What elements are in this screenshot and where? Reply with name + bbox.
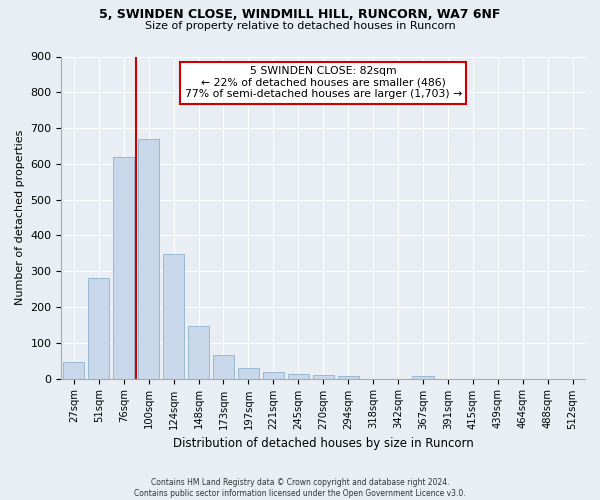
Bar xyxy=(163,254,184,378)
Bar xyxy=(287,374,309,378)
Bar xyxy=(338,376,359,378)
X-axis label: Distribution of detached houses by size in Runcorn: Distribution of detached houses by size … xyxy=(173,437,473,450)
Text: 5 SWINDEN CLOSE: 82sqm
← 22% of detached houses are smaller (486)
77% of semi-de: 5 SWINDEN CLOSE: 82sqm ← 22% of detached… xyxy=(185,66,462,100)
Bar xyxy=(63,362,85,378)
Bar xyxy=(213,356,234,378)
Y-axis label: Number of detached properties: Number of detached properties xyxy=(15,130,25,305)
Text: Size of property relative to detached houses in Runcorn: Size of property relative to detached ho… xyxy=(145,21,455,31)
Bar xyxy=(138,139,159,378)
Text: 5, SWINDEN CLOSE, WINDMILL HILL, RUNCORN, WA7 6NF: 5, SWINDEN CLOSE, WINDMILL HILL, RUNCORN… xyxy=(100,8,500,20)
Bar xyxy=(238,368,259,378)
Bar xyxy=(263,372,284,378)
Bar xyxy=(188,326,209,378)
Text: Contains HM Land Registry data © Crown copyright and database right 2024.
Contai: Contains HM Land Registry data © Crown c… xyxy=(134,478,466,498)
Bar xyxy=(412,376,434,378)
Bar xyxy=(88,278,109,378)
Bar xyxy=(313,375,334,378)
Bar xyxy=(113,156,134,378)
